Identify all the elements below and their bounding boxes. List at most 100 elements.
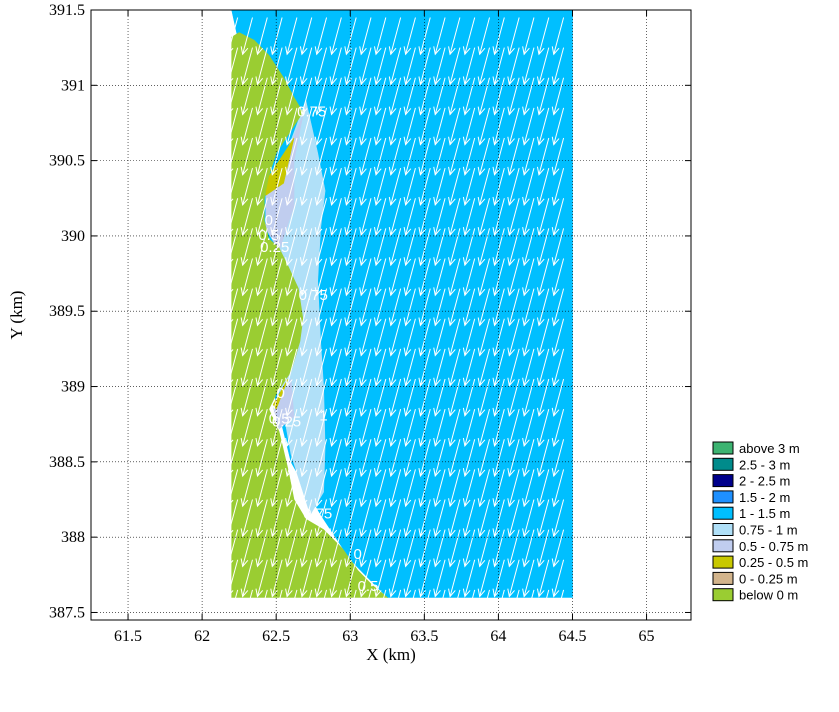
flow-arrow-183	[551, 228, 565, 267]
flow-arrow-441	[285, 589, 298, 620]
flow-arrow-142	[285, 198, 298, 237]
flow-arrow-178	[477, 228, 491, 267]
flow-arrow-401	[373, 529, 387, 568]
flow-arrow-94	[255, 137, 268, 176]
flow-arrow-12	[403, 17, 416, 56]
flow-arrow-386	[492, 499, 505, 538]
flow-arrow-3	[270, 17, 283, 56]
flow-arrow-7	[329, 17, 342, 56]
flow-arrow-344	[551, 439, 565, 478]
flow-arrow-392	[240, 529, 253, 568]
flow-arrow-449	[403, 589, 416, 620]
flow-arrow-68	[551, 77, 565, 116]
flow-arrow-399	[344, 529, 357, 568]
flow-arrow-197	[418, 258, 431, 297]
flow-arrow-290	[433, 378, 446, 417]
flow-arrow-86	[477, 107, 491, 146]
flow-arrow-55	[359, 77, 372, 116]
flow-arrow-30	[329, 47, 342, 86]
flow-arrow-291	[448, 378, 461, 417]
flow-arrow-310	[388, 409, 402, 447]
flow-arrow-105	[418, 137, 431, 176]
flow-arrow-34	[388, 47, 402, 86]
flow-arrow-40	[477, 47, 491, 86]
flow-arrow-267	[433, 348, 446, 387]
y-tick-label-8: 391.5	[49, 2, 85, 19]
flow-arrow-428	[433, 559, 446, 598]
contour-label-2: 0.5	[258, 227, 279, 244]
flow-arrow-369	[240, 499, 253, 538]
flow-arrow-382	[433, 499, 446, 538]
flow-arrow-186	[255, 258, 268, 297]
y-tick-label-0: 387.5	[49, 604, 85, 621]
flow-arrow-14	[433, 17, 446, 56]
flow-arrow-385	[477, 499, 491, 538]
flow-arrow-190	[314, 258, 328, 297]
flow-arrow-37	[433, 47, 446, 86]
flow-arrow-101	[359, 137, 372, 176]
flow-arrow-170	[359, 228, 372, 267]
x-tick-label-5: 64	[490, 628, 506, 645]
flow-arrow-188	[285, 258, 298, 297]
flow-arrow-319	[522, 409, 535, 447]
flow-arrow-61	[448, 77, 461, 116]
flow-arrow-1	[240, 17, 253, 56]
flow-arrow-8	[344, 17, 357, 56]
flow-arrow-445	[344, 589, 357, 620]
flow-arrow-398	[329, 529, 342, 568]
flow-arrow-419	[299, 559, 313, 598]
flow-arrow-141	[270, 198, 283, 237]
x-tick-label-7: 65	[639, 628, 655, 645]
flow-arrow-129	[433, 168, 446, 206]
flow-arrow-242	[403, 318, 416, 357]
flow-arrow-395	[285, 529, 298, 568]
flow-arrow-10	[373, 17, 387, 56]
flow-arrow-31	[344, 47, 357, 86]
legend-swatch	[712, 571, 734, 585]
flow-arrow-137	[551, 168, 565, 206]
contour-label-9: 0.75	[303, 506, 332, 523]
flow-arrow-355	[373, 469, 387, 508]
legend-swatch	[712, 539, 734, 553]
flow-arrow-432	[492, 559, 505, 598]
flow-arrow-279	[270, 378, 283, 417]
legend-swatch	[712, 523, 734, 536]
flow-arrow-442	[299, 589, 313, 620]
flow-arrow-302	[270, 409, 283, 447]
flow-arrow-16	[462, 17, 476, 56]
flow-arrow-166	[299, 228, 313, 267]
legend-entry-0: above 3 m	[712, 441, 800, 456]
contour-label-6: 0.5	[269, 411, 290, 428]
flow-arrow-254	[240, 348, 253, 387]
flow-arrow-122	[329, 168, 342, 206]
flow-arrow-115	[225, 168, 239, 206]
legend-label: above 3 m	[739, 441, 800, 456]
flow-arrow-384	[462, 499, 476, 538]
flow-arrow-390	[551, 499, 565, 538]
flow-arrow-452	[448, 589, 461, 620]
flow-arrow-456	[507, 589, 520, 620]
flow-arrow-443	[314, 589, 328, 620]
flow-arrow-387	[507, 499, 520, 538]
flow-arrow-130	[448, 168, 461, 206]
flow-arrow-163	[255, 228, 268, 267]
flow-arrow-147	[359, 198, 372, 237]
flow-arrow-119	[285, 168, 298, 206]
legend-swatch	[712, 506, 734, 520]
flow-arrow-180	[507, 228, 520, 267]
flow-arrow-160	[551, 198, 565, 237]
flow-arrow-241	[388, 318, 402, 357]
flow-arrow-389	[536, 499, 550, 538]
flow-arrow-82	[418, 107, 431, 146]
flow-arrow-157	[507, 198, 520, 237]
legend-swatch	[712, 490, 734, 504]
axis-ticks: 61.5 62 62.5 63 63.5 64 64.5 65 387.5 388 388.5 389…	[49, 2, 691, 645]
flow-arrow-322	[225, 439, 239, 478]
flow-arrow-407	[462, 529, 476, 568]
flow-arrow-373	[299, 499, 313, 538]
flow-arrow-42	[507, 47, 520, 86]
contour-label-0: 0.75	[297, 103, 326, 120]
flow-arrow-244	[433, 318, 446, 357]
legend-label: below 0 m	[739, 588, 798, 603]
flow-arrow-376	[344, 499, 357, 538]
